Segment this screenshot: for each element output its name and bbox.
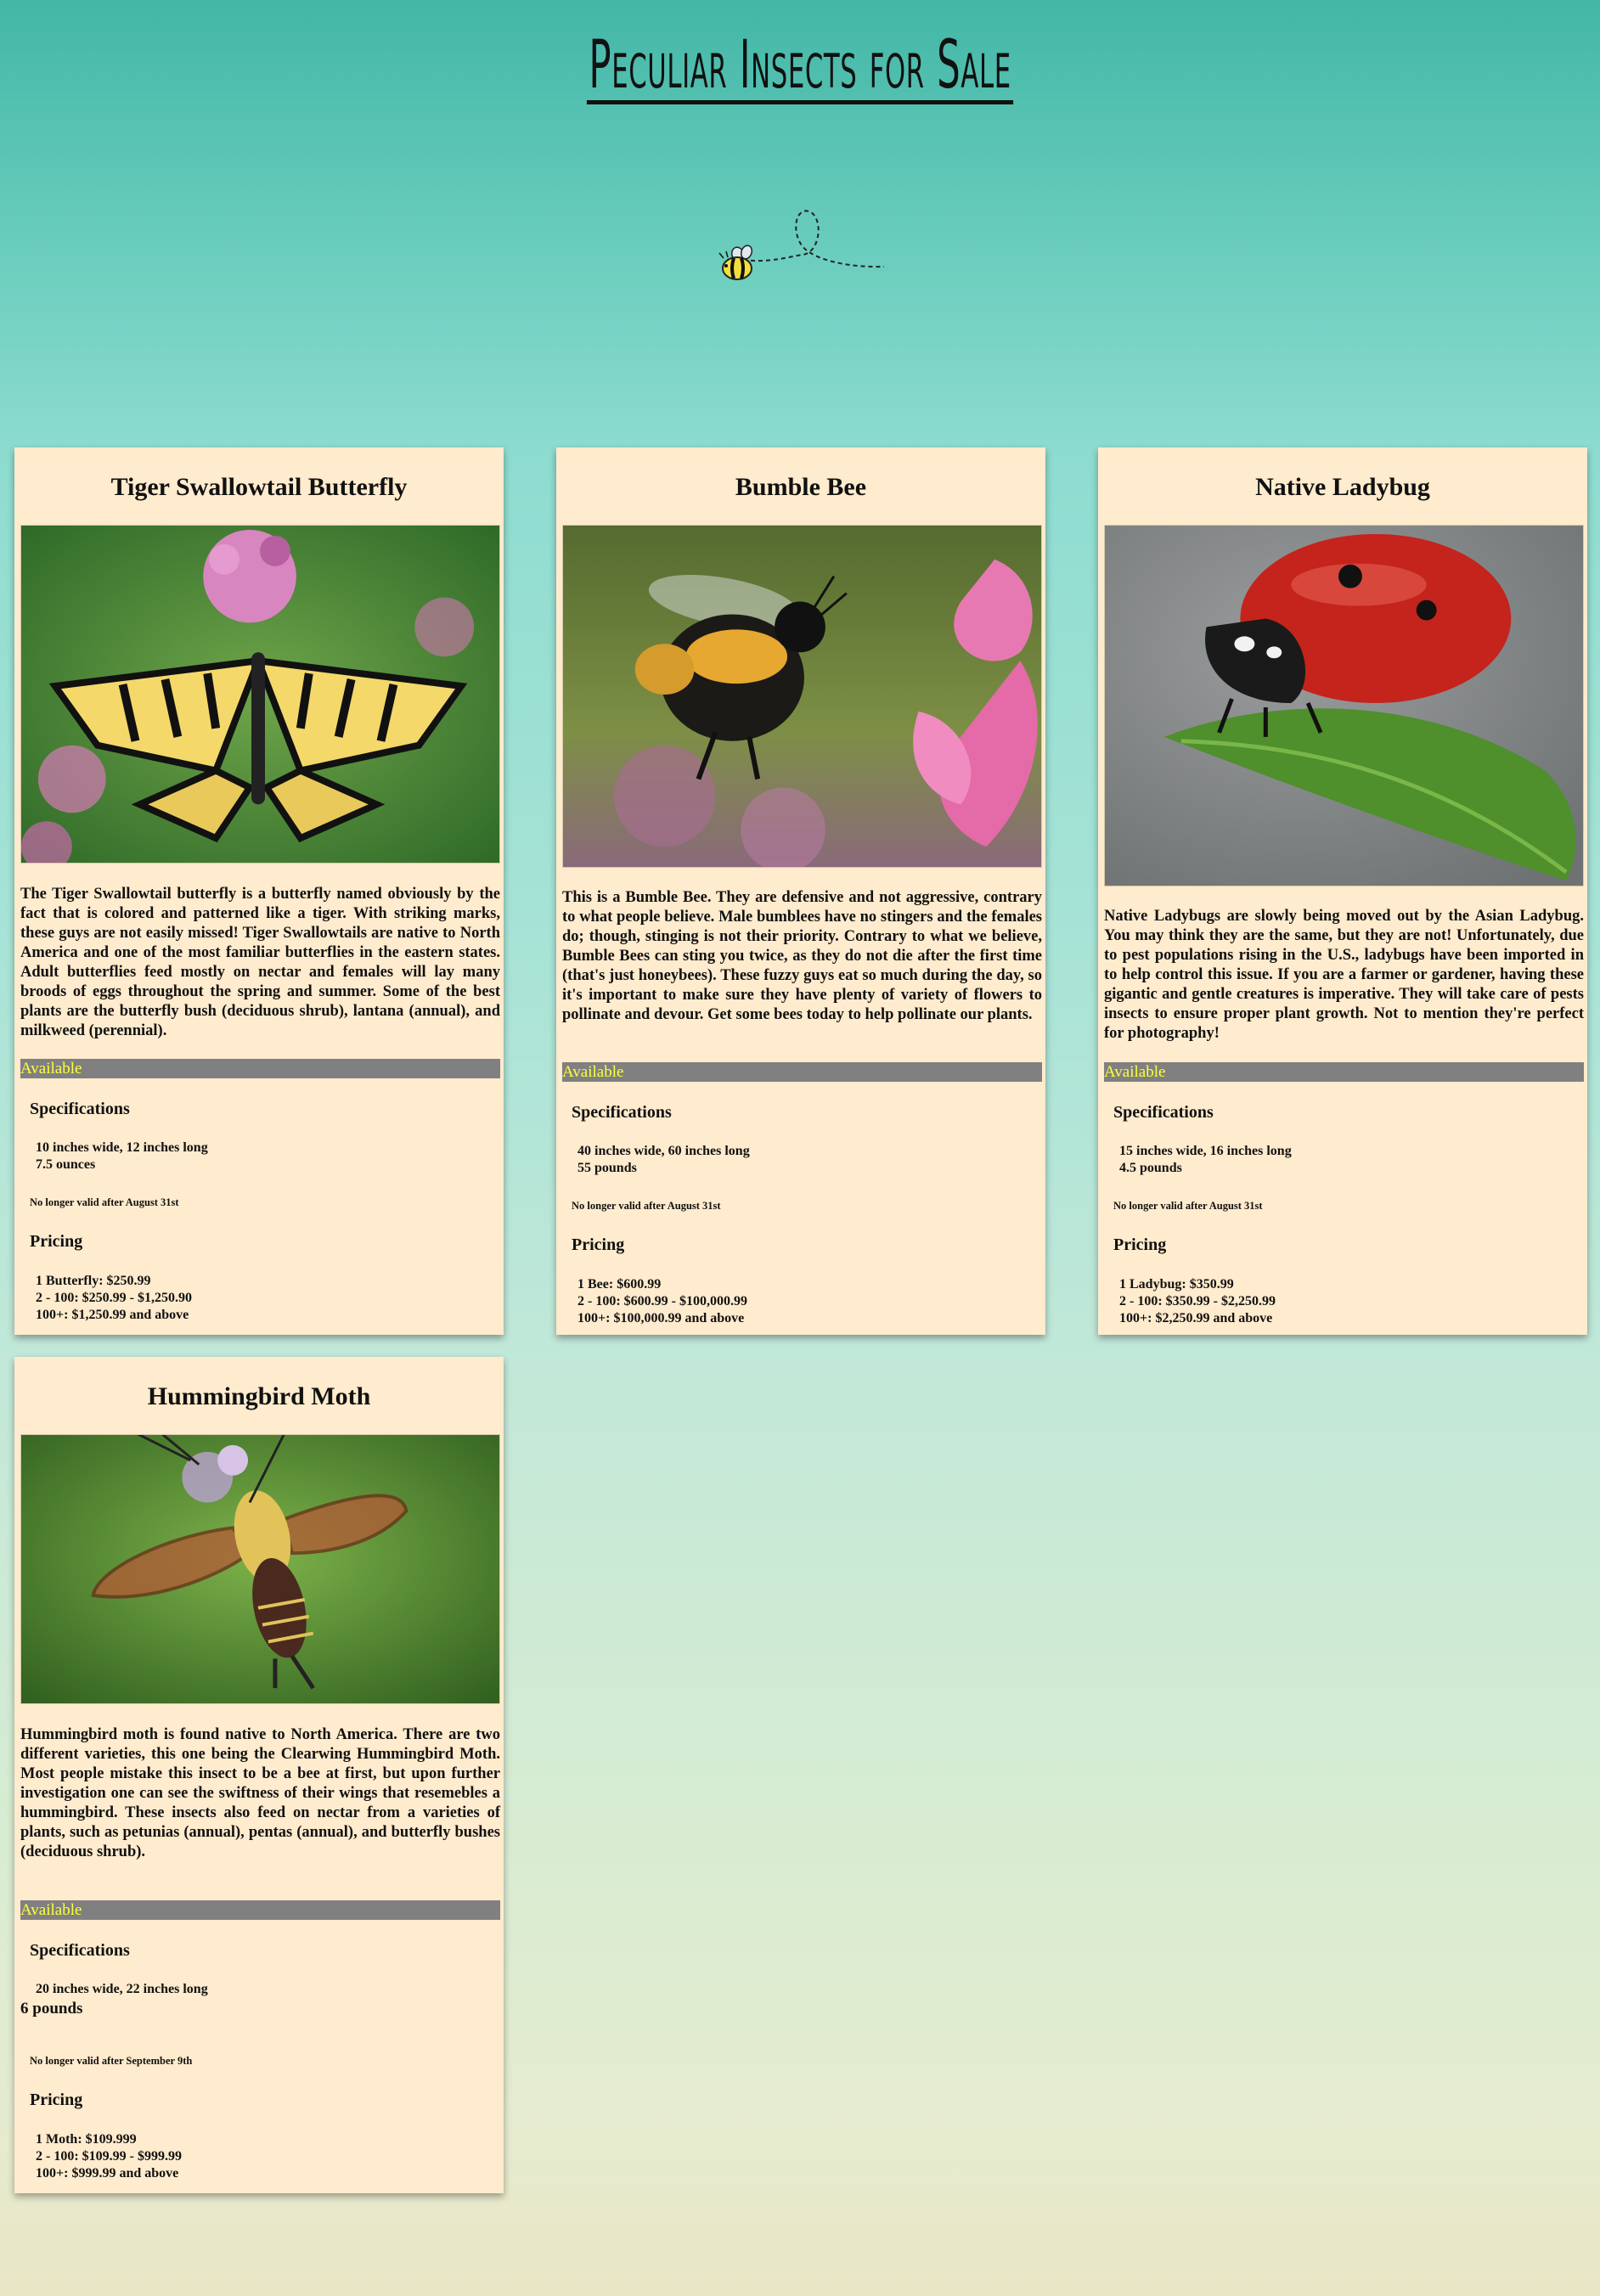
- price-line: 1 Moth: $109.999: [36, 2132, 137, 2147]
- card-description: Native Ladybugs are slowly being moved o…: [1104, 908, 1584, 1042]
- validity-note: No longer valid after September 9th: [30, 2055, 193, 2067]
- product-card-butterfly: Tiger Swallowtail Butterfly The Tiger: [14, 447, 504, 1335]
- card-description: Hummingbird moth is found native to Nort…: [20, 1726, 500, 1860]
- price-line: 2 - 100: $109.99 - $999.99: [36, 2149, 182, 2164]
- product-card-bumble-bee: Bumble Bee This is a Bumbl: [556, 447, 1045, 1335]
- validity-note: No longer valid after August 31st: [1113, 1200, 1263, 1212]
- spec-line: 20 inches wide, 22 inches long: [36, 1982, 208, 1996]
- price-line: 1 Butterfly: $250.99: [36, 1274, 151, 1288]
- spec-line: 15 inches wide, 16 inches long: [1119, 1144, 1292, 1158]
- product-card-ladybug: Native Ladybug Native Ladybugs are slowl…: [1098, 447, 1587, 1335]
- price-line: 2 - 100: $350.99 - $2,250.99: [1119, 1294, 1276, 1308]
- card-title: Tiger Swallowtail Butterfly: [110, 473, 408, 501]
- specifications-list: 10 inches wide, 12 inches long 7.5 ounce…: [36, 1140, 208, 1173]
- card-description: The Tiger Swallowtail butterfly is a but…: [20, 886, 500, 1039]
- ladybug-photo: [1104, 525, 1584, 886]
- status-badge: Available: [20, 1059, 500, 1078]
- card-title: Native Ladybug: [1255, 473, 1430, 501]
- pricing-list: 1 Bee: $600.99 2 - 100: $600.99 - $100,0…: [577, 1276, 747, 1327]
- pricing-heading: Pricing: [572, 1235, 625, 1254]
- spec-line: 4.5 pounds: [1119, 1161, 1182, 1175]
- price-line: 2 - 100: $600.99 - $100,000.99: [577, 1294, 747, 1308]
- specifications-heading: Specifications: [30, 1100, 130, 1118]
- price-line: 1 Bee: $600.99: [577, 1277, 662, 1292]
- bumble-bee-photo: [562, 525, 1042, 868]
- hummingbird-moth-photo: [20, 1434, 500, 1704]
- status-badge: Available: [562, 1062, 1042, 1082]
- spec-line: 10 inches wide, 12 inches long: [36, 1140, 208, 1155]
- weight-line: 6 pounds: [20, 2000, 83, 2017]
- price-line: 100+: $2,250.99 and above: [1119, 1311, 1273, 1325]
- validity-note: No longer valid after August 31st: [30, 1196, 179, 1208]
- bee-icon: [709, 204, 896, 289]
- price-line: 1 Ladybug: $350.99: [1119, 1277, 1234, 1292]
- card-description: This is a Bumble Bee. They are defensive…: [562, 889, 1042, 1023]
- specifications-list: 15 inches wide, 16 inches long 4.5 pound…: [1119, 1143, 1292, 1177]
- specifications-list: 40 inches wide, 60 inches long 55 pounds: [577, 1143, 750, 1177]
- specifications-list: 20 inches wide, 22 inches long: [36, 1981, 208, 1998]
- pricing-list: 1 Ladybug: $350.99 2 - 100: $350.99 - $2…: [1119, 1276, 1276, 1327]
- product-card-hummingbird-moth: Hummingbird Moth Hummingbird moth is fou…: [14, 1357, 504, 2193]
- pricing-list: 1 Butterfly: $250.99 2 - 100: $250.99 - …: [36, 1273, 192, 1324]
- card-title: Hummingbird Moth: [147, 1382, 371, 1410]
- price-line: 100+: $100,000.99 and above: [577, 1311, 745, 1325]
- spec-line: 55 pounds: [577, 1161, 637, 1175]
- page-title: Peculiar Insects for Sale: [0, 32, 1600, 104]
- price-line: 100+: $1,250.99 and above: [36, 1308, 189, 1322]
- pricing-heading: Pricing: [30, 1232, 83, 1251]
- pricing-list: 1 Moth: $109.999 2 - 100: $109.99 - $999…: [36, 2131, 182, 2182]
- card-title: Bumble Bee: [735, 473, 867, 501]
- validity-note: No longer valid after August 31st: [572, 1200, 721, 1212]
- price-line: 100+: $999.99 and above: [36, 2166, 179, 2181]
- status-badge: Available: [20, 1900, 500, 1920]
- pricing-heading: Pricing: [30, 2091, 83, 2109]
- specifications-heading: Specifications: [30, 1941, 130, 1960]
- spec-line: 40 inches wide, 60 inches long: [577, 1144, 750, 1158]
- spec-line: 7.5 ounces: [36, 1157, 96, 1172]
- pricing-heading: Pricing: [1113, 1235, 1167, 1254]
- status-badge: Available: [1104, 1062, 1584, 1082]
- specifications-heading: Specifications: [572, 1103, 672, 1122]
- tiger-swallowtail-butterfly-photo: [20, 525, 500, 864]
- specifications-heading: Specifications: [1113, 1103, 1214, 1122]
- price-line: 2 - 100: $250.99 - $1,250.90: [36, 1291, 192, 1305]
